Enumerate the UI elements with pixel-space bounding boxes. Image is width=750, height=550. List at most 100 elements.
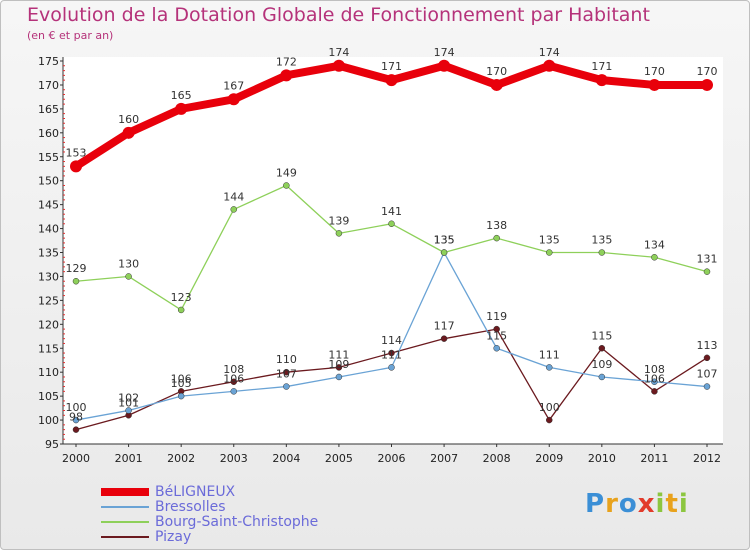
data-label: 174 xyxy=(434,46,455,59)
data-label: 144 xyxy=(223,190,244,203)
legend-swatch xyxy=(101,536,149,538)
legend-item: Pizay xyxy=(101,530,318,545)
data-label: 100 xyxy=(66,401,87,414)
data-label: 160 xyxy=(118,113,139,126)
data-point xyxy=(388,364,395,371)
chart-title: Evolution de la Dotation Globale de Fonc… xyxy=(27,4,650,26)
data-label: 167 xyxy=(223,79,244,92)
data-label: 105 xyxy=(171,377,192,390)
data-point xyxy=(283,182,290,189)
data-label: 106 xyxy=(171,372,192,385)
data-point xyxy=(122,126,135,139)
x-tick-label: 2002 xyxy=(167,452,195,465)
data-point xyxy=(335,364,343,371)
data-label: 138 xyxy=(486,219,507,232)
plot-area xyxy=(63,57,723,444)
x-tick-label: 2008 xyxy=(483,452,511,465)
data-label: 170 xyxy=(644,65,665,78)
y-tick-label: 125 xyxy=(38,294,59,307)
data-label: 111 xyxy=(381,348,402,361)
data-label: 102 xyxy=(118,391,139,404)
data-point xyxy=(651,378,658,386)
data-point xyxy=(703,383,711,390)
y-tick-label: 135 xyxy=(38,247,59,260)
data-point xyxy=(490,78,503,91)
logo-letter: o xyxy=(618,489,638,519)
data-label: 135 xyxy=(539,234,560,247)
data-label: 107 xyxy=(697,368,718,381)
y-tick-label: 175 xyxy=(38,55,59,68)
data-point xyxy=(595,74,608,87)
data-point xyxy=(227,93,240,106)
data-label: 101 xyxy=(118,396,139,409)
x-tick-label: 2011 xyxy=(640,452,668,465)
data-point xyxy=(703,354,711,362)
data-point xyxy=(651,388,658,395)
logo-letter: t xyxy=(665,489,679,519)
data-label: 135 xyxy=(434,234,455,247)
data-point xyxy=(703,268,711,275)
y-tick-label: 145 xyxy=(38,199,59,212)
legend-label: Bourg-Saint-Christophe xyxy=(155,514,319,530)
data-point xyxy=(493,234,500,242)
legend-swatch xyxy=(101,488,149,496)
x-tick-label: 2007 xyxy=(430,452,458,465)
logo-letter: r xyxy=(605,489,619,519)
legend-label: Pizay xyxy=(155,529,192,545)
data-label: 115 xyxy=(591,329,612,342)
chart-subtitle: (en € et par an) xyxy=(27,29,114,42)
data-label: 135 xyxy=(591,234,612,247)
data-label: 135 xyxy=(434,234,455,247)
x-tick-label: 2003 xyxy=(220,452,248,465)
data-label: 109 xyxy=(591,358,612,371)
data-point xyxy=(332,59,345,72)
data-label: 106 xyxy=(644,372,665,385)
data-label: 171 xyxy=(591,60,612,73)
legend-item: Bressolles xyxy=(101,500,318,515)
data-label: 170 xyxy=(486,65,507,78)
logo-letter: i xyxy=(678,489,689,519)
data-point xyxy=(651,254,658,261)
logo-letter: x xyxy=(637,489,656,519)
data-label: 130 xyxy=(118,257,139,270)
data-label: 109 xyxy=(328,358,349,371)
data-point xyxy=(598,373,606,381)
data-point xyxy=(72,416,80,424)
legend-label: BéLIGNEUX xyxy=(155,484,236,500)
data-point xyxy=(493,325,500,333)
data-label: 174 xyxy=(328,46,349,59)
data-point xyxy=(125,407,132,414)
data-label: 172 xyxy=(276,55,297,68)
y-tick-label: 100 xyxy=(38,414,59,427)
data-point xyxy=(385,74,398,87)
x-tick-label: 2010 xyxy=(588,452,616,465)
data-point xyxy=(280,69,293,82)
legend-label: Bressolles xyxy=(155,499,226,515)
data-point xyxy=(335,230,343,237)
data-label: 153 xyxy=(66,146,87,159)
data-label: 141 xyxy=(381,205,402,218)
data-label: 115 xyxy=(486,329,507,342)
data-label: 123 xyxy=(171,291,192,304)
data-label: 117 xyxy=(434,320,455,333)
data-point xyxy=(125,273,132,280)
x-tick-label: 2005 xyxy=(325,452,353,465)
data-label: 174 xyxy=(539,46,560,59)
y-tick-label: 105 xyxy=(38,390,59,403)
y-tick-label: 110 xyxy=(38,366,59,379)
data-point xyxy=(283,368,290,376)
data-point xyxy=(546,364,553,371)
data-point xyxy=(335,373,343,381)
data-point xyxy=(175,102,188,115)
data-point xyxy=(543,59,556,72)
y-tick-label: 160 xyxy=(38,127,59,140)
data-point xyxy=(70,160,82,173)
data-label: 108 xyxy=(644,363,665,376)
y-tick-label: 150 xyxy=(38,175,59,188)
y-tick-label: 170 xyxy=(38,79,59,92)
data-label: 111 xyxy=(539,348,560,361)
data-label: 108 xyxy=(223,363,244,376)
data-label: 139 xyxy=(328,214,349,227)
y-tick-label: 130 xyxy=(38,270,59,283)
